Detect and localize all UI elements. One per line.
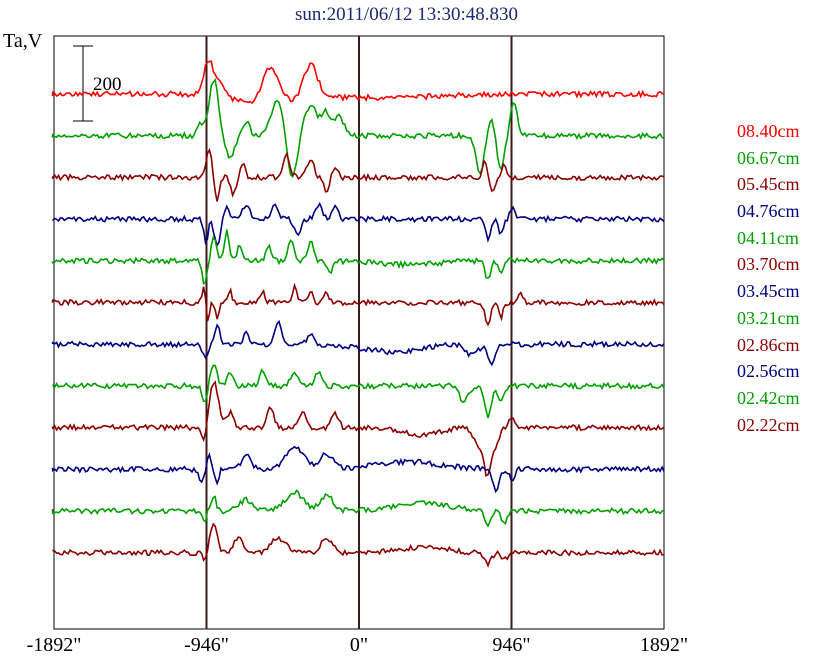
- series-line: [51, 229, 665, 286]
- series-line: [51, 489, 665, 528]
- legend-item: 03.45cm: [737, 281, 800, 302]
- vertical-reference-lines: [205, 36, 513, 629]
- series-line: [51, 60, 665, 105]
- x-tick-label: 1892": [639, 634, 689, 656]
- x-tick-label: 946": [492, 634, 531, 656]
- x-tick-label: -946": [184, 634, 229, 656]
- legend-item: 06.67cm: [737, 147, 800, 168]
- series-line: [51, 77, 665, 179]
- legend-item: 05.45cm: [737, 174, 800, 195]
- y-axis-label: Ta,V: [3, 30, 43, 52]
- series-group: [51, 60, 665, 568]
- series-line: [51, 445, 665, 494]
- legend-item: 02.86cm: [737, 334, 800, 355]
- series-line: [52, 201, 665, 248]
- series-line: [51, 148, 665, 202]
- x-tick-label: 0": [349, 634, 369, 656]
- legend-item: 03.70cm: [737, 254, 800, 275]
- legend-item: 04.76cm: [737, 201, 800, 222]
- series-line: [51, 282, 665, 327]
- legend-item: 04.11cm: [737, 227, 799, 248]
- legend-item: 03.21cm: [737, 307, 800, 328]
- legend-item: 02.56cm: [737, 361, 800, 382]
- series-line: [52, 364, 665, 419]
- legend: 08.40cm 06.67cm 05.45cm 04.76cm 04.11cm …: [737, 118, 813, 438]
- series-line: [51, 319, 665, 367]
- series-line: [51, 380, 665, 477]
- scale-bar: [73, 45, 93, 122]
- legend-item: 02.42cm: [737, 387, 800, 408]
- legend-item: 02.22cm: [737, 414, 800, 435]
- x-tick-label: -1892": [26, 634, 82, 656]
- x-axis-ticks: -1892" -946" 0" 946" 1892": [0, 634, 813, 660]
- scale-bar-label: 200: [93, 74, 122, 95]
- series-line: [52, 522, 665, 568]
- chart-title: sun:2011/06/12 13:30:48.830: [294, 4, 519, 25]
- legend-item: 08.40cm: [737, 121, 800, 141]
